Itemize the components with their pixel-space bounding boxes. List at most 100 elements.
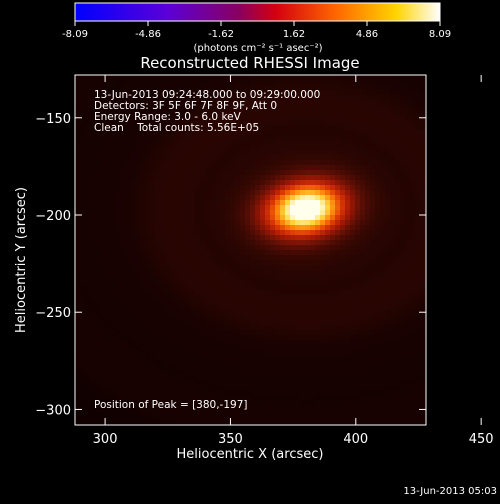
heatmap-pixel [320, 155, 325, 160]
heatmap-pixel [370, 380, 375, 385]
heatmap-pixel [270, 400, 275, 405]
heatmap-pixel [395, 265, 400, 270]
heatmap-pixel [190, 150, 195, 155]
heatmap-pixel [245, 320, 250, 325]
heatmap-pixel [340, 140, 345, 145]
heatmap-pixel [155, 345, 160, 350]
heatmap-pixel [230, 225, 235, 230]
heatmap-pixel [120, 325, 125, 330]
heatmap-pixel [410, 145, 415, 150]
heatmap-pixel [175, 80, 180, 85]
heatmap-pixel [390, 405, 395, 410]
heatmap-pixel [155, 360, 160, 365]
heatmap-pixel [120, 140, 125, 145]
heatmap-pixel [395, 140, 400, 145]
heatmap-pixel [190, 135, 195, 140]
heatmap-pixel [300, 280, 305, 285]
heatmap-pixel [340, 85, 345, 90]
heatmap-pixel [390, 245, 395, 250]
heatmap-pixel [240, 205, 245, 210]
heatmap-pixel [410, 405, 415, 410]
heatmap-pixel [360, 270, 365, 275]
heatmap-pixel [325, 75, 330, 80]
heatmap-pixel [130, 335, 135, 340]
heatmap-pixel [300, 360, 305, 365]
heatmap-pixel [265, 410, 270, 415]
heatmap-pixel [105, 180, 110, 185]
heatmap-pixel [415, 185, 420, 190]
heatmap-pixel [85, 90, 90, 95]
heatmap-pixel [360, 255, 365, 260]
heatmap-pixel [240, 255, 245, 260]
heatmap-pixel [90, 365, 95, 370]
heatmap-pixel [280, 390, 285, 395]
heatmap-pixel [95, 330, 100, 335]
heatmap-pixel [75, 240, 80, 245]
heatmap-pixel [295, 115, 300, 120]
heatmap-pixel [375, 130, 380, 135]
heatmap-pixel [125, 140, 130, 145]
heatmap-pixel [125, 280, 130, 285]
heatmap-pixel [170, 335, 175, 340]
heatmap-pixel [270, 365, 275, 370]
heatmap-pixel [390, 125, 395, 130]
heatmap-pixel [385, 235, 390, 240]
heatmap-pixel [405, 375, 410, 380]
heatmap-pixel [285, 335, 290, 340]
heatmap-pixel [365, 95, 370, 100]
heatmap-pixel [405, 255, 410, 260]
heatmap-pixel [365, 285, 370, 290]
heatmap-pixel [130, 190, 135, 195]
heatmap-pixel [325, 405, 330, 410]
heatmap-pixel [115, 190, 120, 195]
heatmap-pixel [185, 195, 190, 200]
heatmap-pixel [335, 90, 340, 95]
heatmap-pixel [130, 160, 135, 165]
heatmap-pixel [85, 235, 90, 240]
heatmap-pixel [100, 75, 105, 80]
heatmap-pixel [285, 285, 290, 290]
heatmap-pixel [390, 350, 395, 355]
heatmap-pixel [80, 385, 85, 390]
heatmap-pixel [320, 410, 325, 415]
heatmap-pixel [175, 170, 180, 175]
heatmap-pixel [95, 190, 100, 195]
heatmap-pixel [230, 305, 235, 310]
heatmap-pixel [290, 325, 295, 330]
heatmap-pixel [75, 165, 80, 170]
heatmap-pixel [130, 180, 135, 185]
heatmap-pixel [90, 205, 95, 210]
heatmap-pixel [370, 125, 375, 130]
heatmap-pixel [80, 75, 85, 80]
heatmap-pixel [320, 145, 325, 150]
heatmap-pixel [75, 390, 80, 395]
heatmap-pixel [145, 150, 150, 155]
heatmap-pixel [260, 195, 265, 200]
heatmap-pixel [355, 305, 360, 310]
heatmap-pixel [290, 410, 295, 415]
heatmap-pixel [200, 170, 205, 175]
heatmap-pixel [200, 155, 205, 160]
heatmap-pixel [260, 395, 265, 400]
heatmap-pixel [285, 145, 290, 150]
heatmap-pixel [305, 135, 310, 140]
heatmap-pixel [270, 355, 275, 360]
heatmap-pixel [200, 140, 205, 145]
heatmap-pixel [345, 230, 350, 235]
heatmap-pixel [265, 350, 270, 355]
heatmap-pixel [350, 390, 355, 395]
heatmap-pixel [365, 330, 370, 335]
heatmap-pixel [340, 360, 345, 365]
heatmap-pixel [255, 230, 260, 235]
heatmap-pixel [380, 340, 385, 345]
heatmap-pixel [380, 385, 385, 390]
heatmap-pixel [370, 85, 375, 90]
heatmap-pixel [210, 245, 215, 250]
heatmap-pixel [110, 315, 115, 320]
heatmap-pixel [275, 140, 280, 145]
heatmap-pixel [110, 165, 115, 170]
heatmap-pixel [420, 215, 425, 220]
heatmap-pixel [350, 295, 355, 300]
heatmap-pixel [375, 165, 380, 170]
heatmap-pixel [95, 160, 100, 165]
